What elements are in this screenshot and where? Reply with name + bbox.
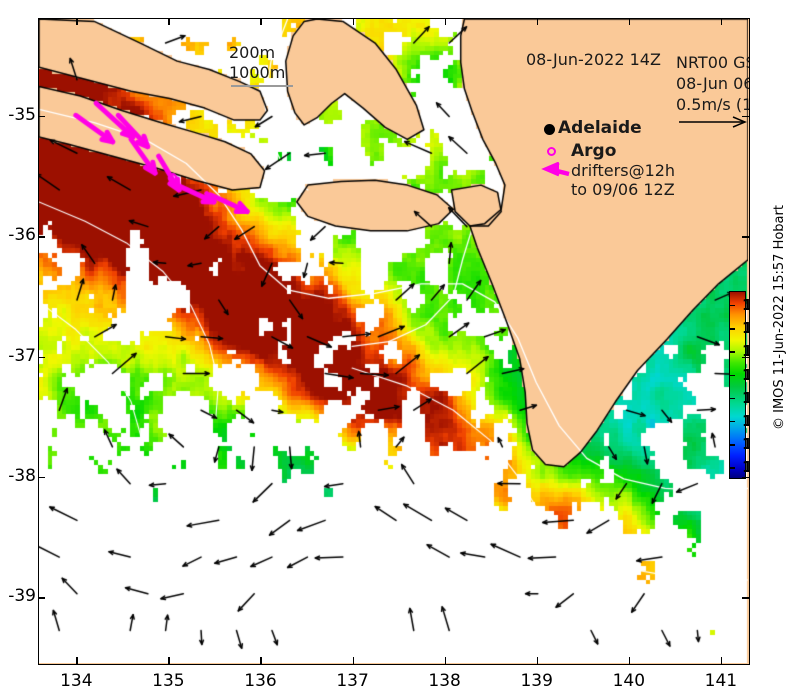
colorbar-tick-label: 13 — [742, 435, 749, 453]
x-axis-tick — [444, 18, 447, 25]
drifters-legend-line2: to 09/06 12Z — [571, 180, 675, 199]
y-axis-tick — [742, 115, 749, 118]
y-axis-label: -38 — [8, 465, 36, 486]
x-axis-label: 134 — [60, 671, 93, 691]
colorbar-tick — [730, 328, 735, 330]
current-scale-arrow-icon — [679, 116, 747, 128]
y-axis-label: -35 — [8, 104, 36, 125]
map-plot-area[interactable]: 200m 1000m 08-Jun-2022 14Z NRT00 GSL 08-J… — [38, 18, 750, 665]
argo-legend-label: Argo — [571, 141, 617, 161]
colorbar-tick-label: 18 — [742, 319, 749, 337]
argo-float-marker-icon — [547, 147, 556, 156]
colorbar-tick-label: 19 — [742, 296, 749, 314]
x-axis-tick — [260, 657, 262, 664]
y-axis-tick — [742, 356, 749, 358]
depth-contour-1000-label: 1000m — [229, 63, 286, 82]
x-axis-label: 136 — [244, 671, 277, 691]
colorbar-tick — [730, 444, 735, 446]
current-product-name: NRT00 GSL — [676, 53, 749, 72]
colorbar-tick — [730, 397, 735, 400]
y-axis-label: -39 — [8, 586, 36, 607]
drifters-legend-line1: drifters@12h — [571, 161, 676, 180]
x-axis-tick — [168, 657, 170, 664]
colorbar-tick — [730, 351, 735, 353]
y-axis-tick — [742, 236, 749, 238]
y-axis-tick — [38, 597, 45, 599]
sst-colorbar[interactable] — [729, 291, 746, 479]
y-axis-label: -36 — [8, 225, 36, 246]
colorbar-tick-label: 14 — [742, 412, 749, 430]
x-axis-tick — [628, 657, 631, 664]
x-axis-label: 135 — [152, 671, 185, 691]
colorbar-tick — [730, 304, 735, 307]
x-axis-tick — [536, 657, 539, 664]
imos-credit-text: © IMOS 11-Jun-2022 15:57 Hobart — [772, 205, 787, 430]
y-axis-tick — [742, 476, 749, 479]
x-axis-label: 141 — [704, 671, 738, 691]
depth-contour-sample-line — [231, 85, 293, 87]
colorbar-tick — [730, 420, 735, 423]
adelaide-city-marker — [544, 124, 555, 135]
y-axis-tick — [38, 115, 45, 118]
x-axis-tick — [536, 18, 539, 25]
x-axis-tick — [720, 18, 723, 25]
current-product-time: 08-Jun 06:00Z — [676, 74, 749, 93]
depth-contour-200-label: 200m — [229, 43, 276, 62]
x-axis-tick — [76, 18, 78, 25]
y-axis-tick — [38, 356, 45, 358]
adelaide-city-label: Adelaide — [558, 118, 642, 138]
x-axis-label: 137 — [336, 671, 369, 691]
current-scale-label: 0.5m/s (1kt 24h) — [676, 95, 749, 114]
map-datestamp: 08-Jun-2022 14Z — [526, 50, 661, 69]
x-axis-label: 140 — [612, 671, 646, 691]
colorbar-tick — [730, 467, 735, 469]
colorbar-tick-label: 15 — [742, 389, 749, 407]
drifter-arrow-icon — [541, 162, 570, 177]
coastline-and-vector-overlay — [39, 19, 748, 663]
x-axis-tick — [628, 18, 631, 25]
x-axis-tick — [352, 18, 354, 25]
y-axis-tick — [742, 597, 749, 599]
y-axis-label: -37 — [8, 345, 36, 366]
y-axis-tick — [38, 476, 45, 479]
x-axis-tick — [260, 18, 262, 25]
x-axis-tick — [352, 657, 354, 664]
y-axis-tick — [38, 236, 45, 238]
colorbar-tick-label: 12 — [742, 458, 749, 476]
current-product-block: NRT00 GSL 08-Jun 06:00Z 0.5m/s (1kt 24h) — [676, 52, 749, 115]
colorbar-tick — [730, 374, 735, 376]
x-axis-label: 138 — [428, 671, 461, 691]
x-axis-tick — [720, 657, 723, 664]
x-axis-tick — [76, 657, 78, 664]
x-axis-label: 139 — [520, 671, 553, 691]
x-axis-tick — [444, 657, 447, 664]
colorbar-tick-label: 16 — [742, 366, 749, 384]
colorbar-tick-label: 17 — [742, 342, 749, 360]
x-axis-tick — [168, 18, 170, 25]
